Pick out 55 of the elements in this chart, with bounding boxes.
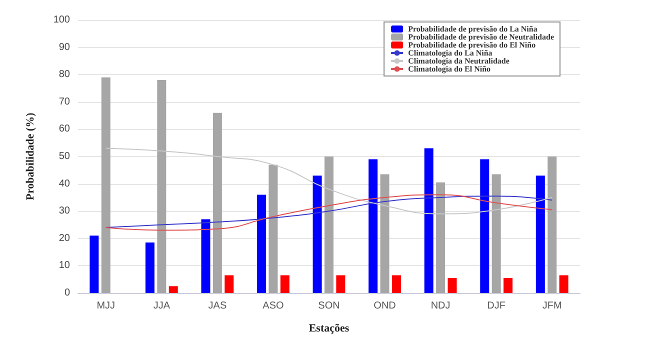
bar: [480, 159, 490, 293]
bar: [145, 242, 154, 293]
y-tick-label: 100: [53, 14, 70, 26]
y-tick-label: 40: [58, 178, 70, 190]
legend-label: Probabilidade de previsão do La Niña: [408, 24, 538, 34]
x-tick-label: OND: [374, 300, 396, 312]
bar: [559, 275, 568, 293]
y-tick-label: 0: [64, 288, 70, 298]
bar: [201, 219, 210, 293]
bar: [324, 156, 334, 293]
y-tick-label: 20: [58, 232, 70, 244]
y-tick-label: 90: [58, 42, 70, 53]
x-tick-label: NDJ: [430, 300, 450, 312]
x-tick-label: JAS: [208, 300, 227, 312]
y-tick-label: 60: [58, 124, 70, 135]
bar: [212, 112, 222, 293]
bar: [157, 80, 166, 293]
bar: [336, 275, 346, 293]
bar: [368, 159, 378, 293]
bar: [392, 275, 401, 293]
bar: [436, 182, 446, 293]
bar: [504, 278, 513, 293]
bar: [492, 174, 501, 293]
line-series: [105, 148, 553, 214]
bar: [536, 176, 545, 293]
bar: [424, 148, 434, 293]
x-tick-label: JFM: [542, 300, 562, 312]
y-tick-label: 10: [58, 260, 70, 272]
legend-label: Climatologia do La Niña: [408, 48, 492, 58]
y-tick-label: 80: [58, 69, 70, 80]
bar: [168, 286, 178, 293]
x-axis-title: Estações: [308, 322, 350, 334]
legend-label: Climatologia do El Niño: [408, 64, 491, 74]
bar: [548, 156, 557, 293]
y-axis-title: Probabilidade (%): [24, 112, 36, 200]
legend-label: Climatologia da Neutralidade: [408, 56, 510, 66]
bar: [90, 236, 99, 293]
bar: [380, 174, 390, 293]
bar: [224, 275, 234, 293]
bar: [280, 275, 290, 293]
x-tick-label: DJF: [487, 300, 506, 312]
bar: [312, 176, 322, 293]
x-tick-label: JJA: [153, 300, 170, 312]
x-tick-label: SON: [318, 300, 340, 312]
bar: [448, 278, 457, 293]
y-tick-label: 30: [58, 206, 70, 217]
x-tick-label: MJJ: [96, 300, 116, 312]
y-tick-label: 50: [58, 151, 70, 162]
bar: [101, 77, 110, 293]
legend-label: Probabilidade de previsão do El Niño: [408, 40, 536, 50]
x-tick-label: ASO: [262, 300, 284, 312]
bar: [257, 194, 266, 293]
y-tick-label: 70: [58, 96, 70, 108]
bar: [268, 164, 278, 293]
legend-label: Probabilidade de previsão de Neutralidade: [408, 32, 554, 42]
